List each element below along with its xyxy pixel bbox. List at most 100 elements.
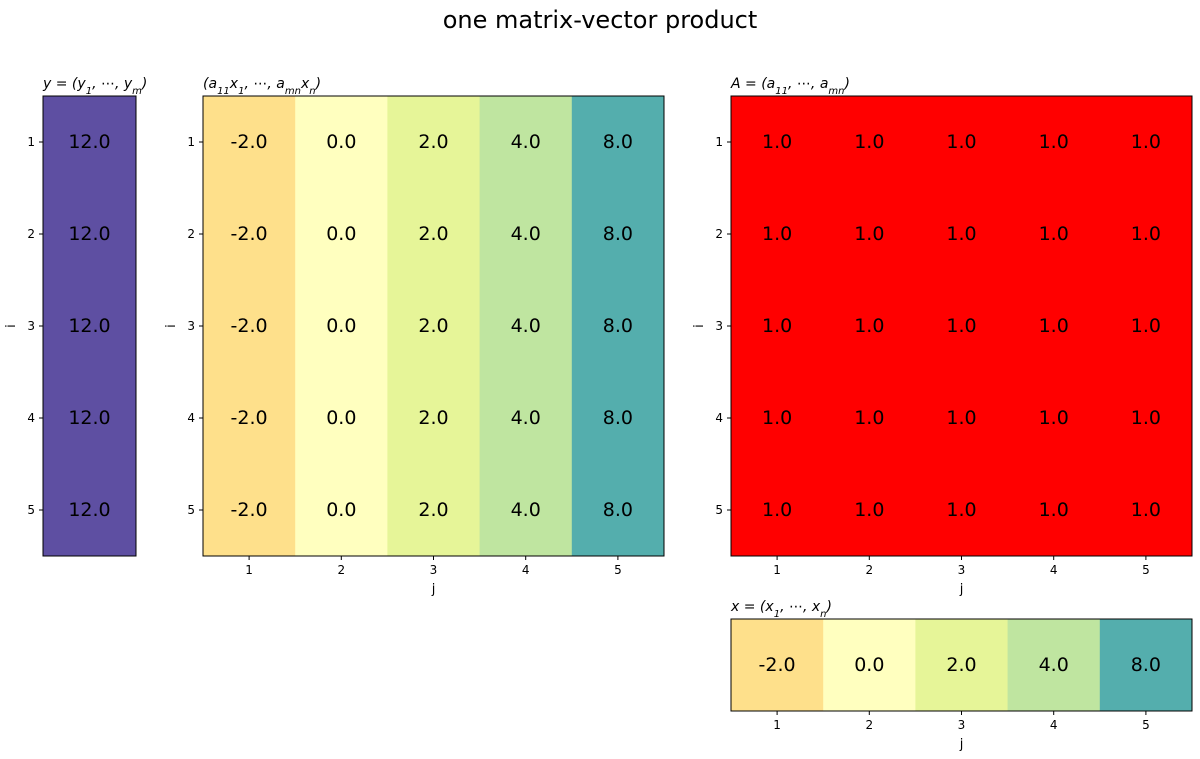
cell-label: 4.0 <box>511 315 541 337</box>
cell-label: 0.0 <box>326 131 356 153</box>
cell-A-2-3 <box>915 188 1009 281</box>
cell-x-1-3 <box>915 619 1009 712</box>
y-tick-label: 4 <box>187 411 195 425</box>
cell-ax-1-1 <box>203 96 296 189</box>
panel-ax: -2.0 0.0 2.0 4.0 8.0 -2.0 0.0 2.0 4.0 8.0 -2.0 0.0 2… <box>164 76 665 597</box>
cell-label: 2.0 <box>418 407 448 429</box>
x-tick-label: 3 <box>958 563 966 577</box>
cell-A-5-1 <box>731 464 824 557</box>
cell-label: 1.0 <box>1039 131 1069 153</box>
cell-label: 12.0 <box>68 131 110 153</box>
cell-label: 8.0 <box>603 499 633 521</box>
cell-label: 0.0 <box>326 407 356 429</box>
x-axis-label: j <box>959 582 964 597</box>
y-tick-label: 1 <box>715 135 723 149</box>
cell-A-3-2 <box>823 280 916 373</box>
cell-A-1-4 <box>1007 96 1101 189</box>
cell-ax-3-4 <box>479 280 573 373</box>
x-tick-label: 4 <box>1050 718 1058 732</box>
cell-ax-5-4 <box>479 464 573 557</box>
cell-A-3-4 <box>1007 280 1101 373</box>
x-tick-label: 5 <box>1142 563 1150 577</box>
cell-ax-4-1 <box>203 372 296 465</box>
cell-A-5-5 <box>1099 464 1193 557</box>
cell-A-2-2 <box>823 188 916 281</box>
cell-label: -2.0 <box>231 407 268 429</box>
y-tick-label: 2 <box>187 227 195 241</box>
cell-label: 4.0 <box>511 499 541 521</box>
cell-label: 4.0 <box>511 407 541 429</box>
x-tick-label: 5 <box>1142 718 1150 732</box>
cell-ax-4-2 <box>295 372 388 465</box>
cell-label: 4.0 <box>511 223 541 245</box>
cell-ax-5-5 <box>571 464 665 557</box>
heatmap-panels: 12.012.012.012.012.0y = (y1, ⋯, ym)12345… <box>4 76 1193 752</box>
y-axis-label: i <box>4 324 19 328</box>
cell-ax-1-2 <box>295 96 388 189</box>
x-tick-label: 3 <box>958 718 966 732</box>
cell-label: 1.0 <box>854 315 884 337</box>
cell-label: 1.0 <box>1131 131 1161 153</box>
cell-ax-4-3 <box>387 372 481 465</box>
y-tick-label: 2 <box>715 227 723 241</box>
cell-label: 8.0 <box>603 131 633 153</box>
panel-title: A = (a11, ⋯, amn) <box>730 76 850 97</box>
cell-A-1-5 <box>1099 96 1193 189</box>
panel-title: y = (y1, ⋯, ym) <box>42 76 147 97</box>
cell-ax-1-4 <box>479 96 573 189</box>
cell-label: 1.0 <box>946 315 976 337</box>
cell-y-4-1 <box>43 372 137 465</box>
cell-label: 12.0 <box>68 315 110 337</box>
cell-ax-5-3 <box>387 464 481 557</box>
x-tick-label: 2 <box>337 563 345 577</box>
y-axis-label: i <box>692 324 707 328</box>
cell-label: 1.0 <box>1131 223 1161 245</box>
x-tick-label: 4 <box>1050 563 1058 577</box>
cell-label: 8.0 <box>603 407 633 429</box>
cell-label: 4.0 <box>511 131 541 153</box>
cell-label: 4.0 <box>1039 654 1069 676</box>
cell-A-1-3 <box>915 96 1009 189</box>
cell-label: 1.0 <box>854 499 884 521</box>
panel-title: x = (x1, ⋯, xn) <box>730 599 832 620</box>
cell-label: 1.0 <box>1039 407 1069 429</box>
cell-x-1-5 <box>1099 619 1193 712</box>
cell-label: 1.0 <box>762 223 792 245</box>
y-tick-label: 4 <box>27 411 35 425</box>
cell-A-2-4 <box>1007 188 1101 281</box>
cell-ax-4-5 <box>571 372 665 465</box>
cell-label: -2.0 <box>759 654 796 676</box>
x-axis-label: j <box>431 582 436 597</box>
y-tick-label: 1 <box>187 135 195 149</box>
cell-label: 1.0 <box>1039 499 1069 521</box>
cell-label: 12.0 <box>68 499 110 521</box>
cell-ax-2-1 <box>203 188 296 281</box>
cell-label: -2.0 <box>231 315 268 337</box>
cell-A-4-5 <box>1099 372 1193 465</box>
cell-label: 1.0 <box>1131 315 1161 337</box>
cell-A-1-1 <box>731 96 824 189</box>
cell-label: 1.0 <box>762 499 792 521</box>
cell-ax-4-4 <box>479 372 573 465</box>
cell-label: 0.0 <box>326 315 356 337</box>
y-tick-label: 2 <box>27 227 35 241</box>
panel-title: (a11x1, ⋯, amnxn) <box>203 76 321 97</box>
x-tick-label: 2 <box>865 718 873 732</box>
cell-A-1-2 <box>823 96 916 189</box>
cell-y-2-1 <box>43 188 137 281</box>
cell-A-2-1 <box>731 188 824 281</box>
x-tick-label: 5 <box>614 563 622 577</box>
cell-x-1-1 <box>731 619 824 712</box>
cell-label: 1.0 <box>946 499 976 521</box>
cell-label: 2.0 <box>946 654 976 676</box>
cell-A-5-3 <box>915 464 1009 557</box>
cell-ax-1-3 <box>387 96 481 189</box>
cell-label: -2.0 <box>231 131 268 153</box>
cell-label: 1.0 <box>1131 407 1161 429</box>
y-tick-label: 3 <box>27 319 35 333</box>
cell-label: 1.0 <box>946 223 976 245</box>
cell-label: 2.0 <box>418 131 448 153</box>
cell-y-5-1 <box>43 464 137 557</box>
cell-label: 12.0 <box>68 223 110 245</box>
